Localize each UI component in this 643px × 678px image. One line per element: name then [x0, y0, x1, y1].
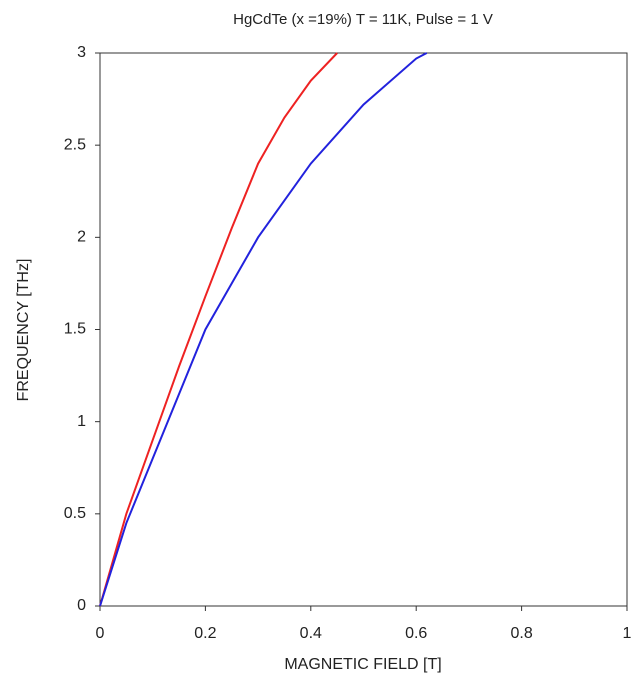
x-tick-label: 0	[96, 625, 105, 642]
x-tick-label: 0.4	[300, 625, 322, 642]
y-tick-label: 3	[77, 44, 86, 61]
plot-frame	[99, 52, 628, 607]
y-tick-label: 1.5	[64, 321, 86, 338]
x-axis-label: MAGNETIC FIELD [T]	[284, 656, 441, 673]
x-tick-label: 1	[623, 625, 632, 642]
x-tick-label: 0.6	[405, 625, 427, 642]
y-tick-label: 2	[77, 229, 86, 246]
curve	[99, 52, 338, 607]
y-tick-label: 0	[77, 597, 86, 614]
x-tick-label: 0.2	[194, 625, 216, 642]
y-axis-label: FREQUENCY [THz]	[15, 259, 32, 402]
chart-title: HgCdTe (x =19%) T = 11K, Pulse = 1 V	[233, 11, 493, 28]
y-tick-label: 1	[77, 413, 86, 430]
x-tick-label: 0.8	[510, 625, 532, 642]
y-tick-label: 0.5	[64, 505, 86, 522]
curve	[99, 52, 428, 607]
y-tick-label: 2.5	[64, 136, 86, 153]
